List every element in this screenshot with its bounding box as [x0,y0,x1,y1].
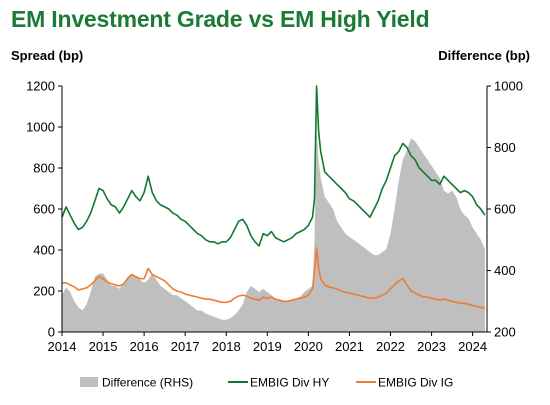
right-tick-label: 200 [494,325,516,340]
right-axis-title: Difference (bp) [438,48,530,63]
right-tick-label: 600 [494,202,516,217]
series-difference-area [62,132,485,332]
x-tick-label: 2016 [130,339,159,354]
legend-item-hy: EMBIG Div HY [250,376,329,390]
x-tick-label: 2018 [212,339,241,354]
x-tick-label: 2015 [89,339,118,354]
x-tick-label: 2019 [253,339,282,354]
left-tick-label: 1200 [26,79,55,94]
legend-item-difference: Difference (RHS) [102,376,193,390]
x-tick-label: 2020 [294,339,323,354]
left-tick-label: 200 [33,284,55,299]
series-ig-line [62,247,486,310]
chart-title: EM Investment Grade vs EM High Yield [11,6,430,32]
x-tick-label: 2014 [48,339,77,354]
right-tick-label: 800 [494,140,516,155]
left-axis-title: Spread (bp) [11,48,84,63]
x-tick-label: 2023 [417,339,446,354]
x-tick-label: 2022 [376,339,405,354]
left-tick-label: 800 [33,161,55,176]
series-hy-line [61,85,486,247]
x-tick-label: 2024 [458,339,487,354]
left-tick-label: 1000 [26,120,55,135]
x-tick-label: 2021 [335,339,364,354]
legend-item-ig: EMBIG Div IG [378,376,453,390]
legend-swatch-difference [80,377,98,387]
right-tick-label: 400 [494,263,516,278]
left-tick-label: 400 [33,243,55,258]
left-tick-label: 0 [48,325,55,340]
x-tick-label: 2017 [171,339,200,354]
left-tick-label: 600 [33,202,55,217]
right-tick-label: 1000 [494,79,523,94]
